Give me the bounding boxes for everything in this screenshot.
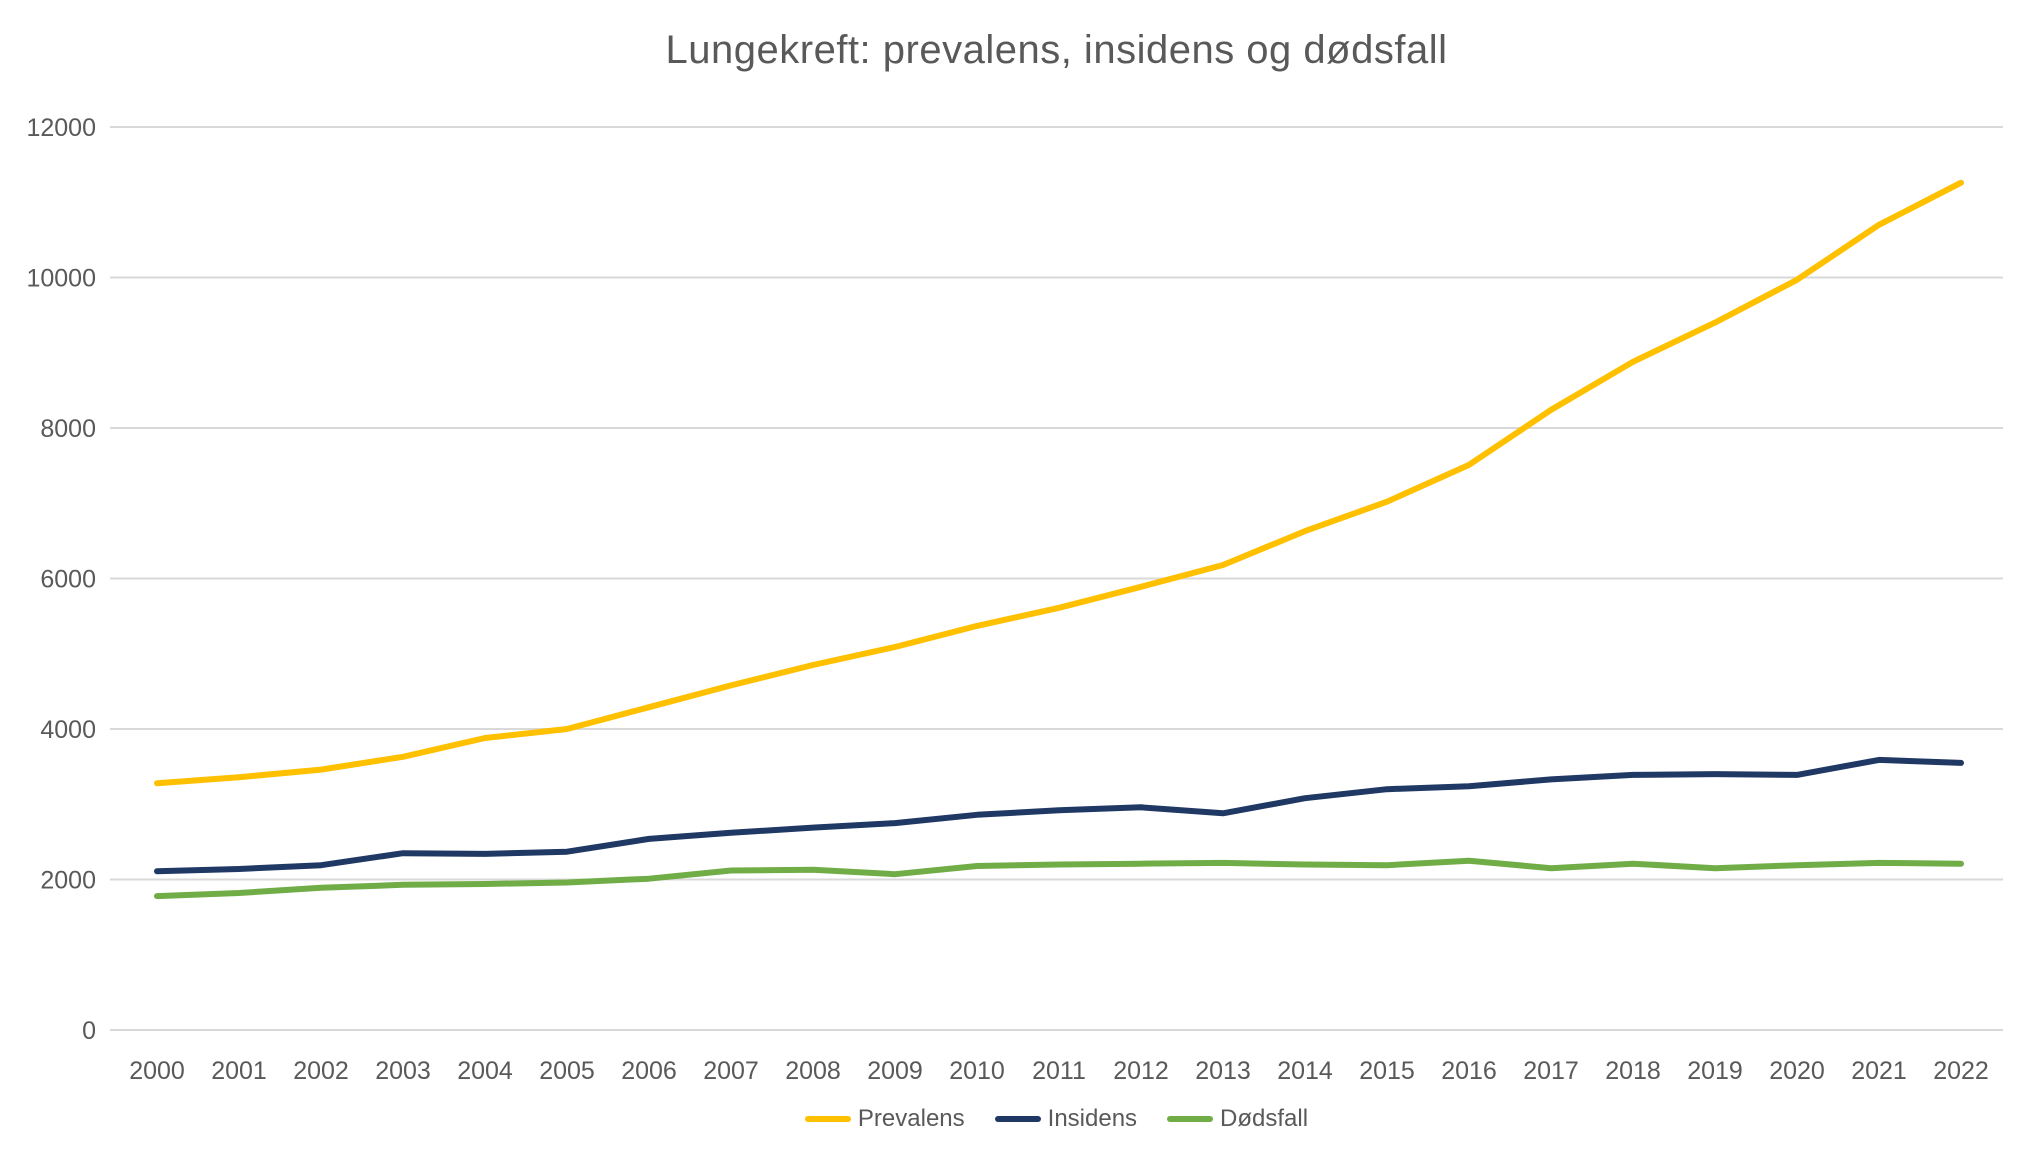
x-axis-tick-label: 2001 (211, 1057, 267, 1085)
legend-swatch-dødsfall (1167, 1116, 1214, 1122)
x-axis-tick-label: 2000 (129, 1057, 185, 1085)
x-axis-tick-label: 2004 (457, 1057, 513, 1085)
y-axis-tick-label: 2000 (40, 867, 96, 895)
series-line-dødsfall (154, 857, 1964, 900)
y-axis-tick-label: 12000 (26, 114, 96, 142)
x-axis-tick-label: 2013 (1195, 1057, 1251, 1085)
x-axis-tick-label: 2002 (293, 1057, 349, 1085)
legend-label: Insidens (1047, 1105, 1138, 1132)
x-axis-labels: 2000 2001 2002 2003 2004 2005 2006 2007 2008 2009… (129, 1057, 1989, 1085)
y-axis-tick-label: 0 (82, 1017, 96, 1045)
legend-label: Dødsfall (1220, 1105, 1309, 1132)
y-axis-tick-label: 10000 (26, 265, 96, 293)
x-axis-tick-label: 2008 (785, 1057, 841, 1085)
x-axis-tick-label: 2003 (375, 1057, 431, 1085)
x-axis-tick-label: 2019 (1687, 1057, 1743, 1085)
x-axis-tick-label: 2010 (949, 1057, 1005, 1085)
x-axis-tick-label: 2014 (1277, 1057, 1333, 1085)
x-axis-tick-label: 2016 (1441, 1057, 1497, 1085)
x-axis-tick-label: 2011 (1032, 1057, 1086, 1085)
x-axis-tick-label: 2021 (1851, 1057, 1907, 1085)
x-axis-tick-label: 2012 (1113, 1057, 1169, 1085)
series-line-prevalens (154, 179, 1964, 787)
y-axis-tick-label: 4000 (40, 716, 96, 744)
x-axis-tick-label: 2005 (539, 1057, 595, 1085)
legend-swatch-insidens (994, 1116, 1041, 1122)
legend: Prevalens Insidens Dødsfall (110, 1105, 2003, 1133)
x-axis-tick-label: 2017 (1523, 1057, 1579, 1085)
x-axis-tick-label: 2015 (1359, 1057, 1415, 1085)
series-line-insidens (154, 756, 1964, 875)
series-lines (154, 179, 1964, 900)
y-axis-tick-label: 8000 (40, 415, 96, 443)
legend-swatch-prevalens (804, 1116, 851, 1122)
x-axis-tick-label: 2018 (1605, 1057, 1661, 1085)
x-axis-tick-label: 2009 (867, 1057, 923, 1085)
gridlines (110, 126, 2003, 1031)
x-axis-tick-label: 2007 (703, 1057, 759, 1085)
legend-label: Prevalens (857, 1105, 965, 1132)
legend-item-dødsfall: Dødsfall (1167, 1105, 1308, 1133)
chart-title: Lungekreft: prevalens, insidens og dødsf… (665, 28, 1448, 72)
y-axis-labels: 0 2000 4000 6000 8000 10000 12000 (26, 114, 96, 1045)
legend-item-insidens: Insidens (994, 1105, 1138, 1133)
legend-item-prevalens: Prevalens (804, 1105, 965, 1133)
y-axis-tick-label: 6000 (40, 566, 96, 594)
x-axis-tick-label: 2006 (621, 1057, 677, 1085)
x-axis-tick-label: 2020 (1769, 1057, 1825, 1085)
x-axis-tick-label: 2022 (1933, 1057, 1989, 1085)
